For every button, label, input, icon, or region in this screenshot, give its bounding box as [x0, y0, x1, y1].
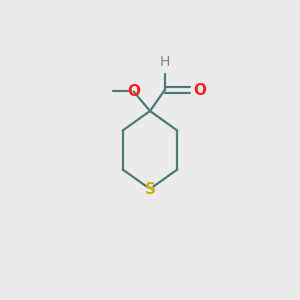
Text: H: H [159, 56, 170, 69]
Text: O: O [127, 84, 140, 99]
Text: O: O [194, 82, 207, 98]
Text: S: S [145, 182, 155, 196]
